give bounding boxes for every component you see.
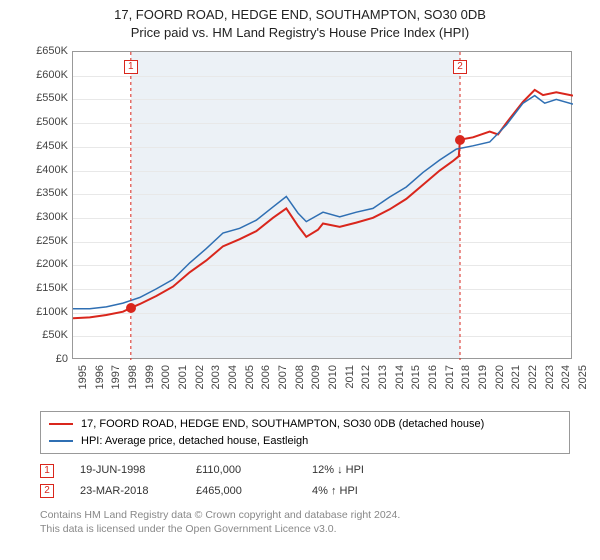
title-line-2: Price paid vs. HM Land Registry's House … <box>10 24 590 42</box>
x-axis-label: 2016 <box>427 365 439 389</box>
grid-line <box>73 218 571 219</box>
chart-plot: 12 <box>72 51 572 359</box>
attribution-line-2: This data is licensed under the Open Gov… <box>40 522 570 536</box>
x-axis-label: 2023 <box>544 365 556 389</box>
grid-line <box>73 147 571 148</box>
legend-item: 17, FOORD ROAD, HEDGE END, SOUTHAMPTON, … <box>49 416 561 433</box>
attribution-text: Contains HM Land Registry data © Crown c… <box>40 508 570 536</box>
grid-line <box>73 194 571 195</box>
x-axis-label: 2025 <box>577 365 589 389</box>
x-axis-label: 2014 <box>394 365 406 389</box>
legend-item: HPI: Average price, detached house, East… <box>49 433 561 450</box>
event-table: 1 19-JUN-1998 £110,000 12% ↓ HPI 2 23-MAR-201… <box>40 460 570 502</box>
x-axis-label: 2008 <box>294 365 306 389</box>
event-badge: 1 <box>40 464 54 478</box>
y-axis-label: £100K <box>36 306 68 318</box>
x-axis-label: 2013 <box>377 365 389 389</box>
x-axis-label: 2001 <box>177 365 189 389</box>
grid-line <box>73 76 571 77</box>
x-axis-label: 1998 <box>127 365 139 389</box>
event-row: 1 19-JUN-1998 £110,000 12% ↓ HPI <box>40 460 570 481</box>
legend-swatch <box>49 423 73 425</box>
x-axis-label: 2018 <box>460 365 472 389</box>
grid-line <box>73 265 571 266</box>
event-price: £465,000 <box>196 481 286 502</box>
event-marker-point <box>126 303 136 313</box>
x-axis-label: 1997 <box>110 365 122 389</box>
x-axis-label: 2005 <box>244 365 256 389</box>
x-axis-label: 1996 <box>94 365 106 389</box>
x-axis-label: 1999 <box>144 365 156 389</box>
x-axis-label: 2011 <box>344 365 356 389</box>
event-marker-point <box>455 135 465 145</box>
legend-label: 17, FOORD ROAD, HEDGE END, SOUTHAMPTON, … <box>81 416 484 433</box>
legend-label: HPI: Average price, detached house, East… <box>81 433 308 450</box>
event-date: 19-JUN-1998 <box>80 460 170 481</box>
event-row: 2 23-MAR-2018 £465,000 4% ↑ HPI <box>40 481 570 502</box>
y-axis-label: £500K <box>36 116 68 128</box>
grid-line <box>73 171 571 172</box>
event-marker-badge: 2 <box>453 60 467 74</box>
event-date: 23-MAR-2018 <box>80 481 170 502</box>
y-axis-label: £550K <box>36 92 68 104</box>
y-axis-label: £650K <box>36 45 68 57</box>
x-axis-label: 2019 <box>477 365 489 389</box>
y-axis-label: £200K <box>36 258 68 270</box>
x-axis-label: 2020 <box>494 365 506 389</box>
x-axis-label: 2015 <box>410 365 422 389</box>
x-axis-label: 1995 <box>77 365 89 389</box>
grid-line <box>73 289 571 290</box>
event-delta: 12% ↓ HPI <box>312 460 402 481</box>
event-delta: 4% ↑ HPI <box>312 481 402 502</box>
x-axis-label: 2000 <box>160 365 172 389</box>
y-axis-label: £50K <box>42 329 68 341</box>
event-badge: 2 <box>40 484 54 498</box>
chart-legend: 17, FOORD ROAD, HEDGE END, SOUTHAMPTON, … <box>40 411 570 454</box>
grid-line <box>73 242 571 243</box>
x-axis-label: 2021 <box>510 365 522 389</box>
x-axis-label: 2006 <box>260 365 272 389</box>
x-axis-label: 2007 <box>277 365 289 389</box>
y-axis-label: £300K <box>36 211 68 223</box>
grid-line <box>73 336 571 337</box>
x-axis-label: 2002 <box>194 365 206 389</box>
x-axis-label: 2010 <box>327 365 339 389</box>
x-axis-label: 2024 <box>560 365 572 389</box>
legend-swatch <box>49 440 73 442</box>
event-marker-badge: 1 <box>124 60 138 74</box>
title-line-1: 17, FOORD ROAD, HEDGE END, SOUTHAMPTON, … <box>10 6 590 24</box>
attribution-line-1: Contains HM Land Registry data © Crown c… <box>40 508 570 522</box>
chart-area: 12 £0£50K£100K£150K£200K£250K£300K£350K£… <box>20 45 580 405</box>
y-axis-label: £350K <box>36 187 68 199</box>
grid-line <box>73 313 571 314</box>
x-axis-label: 2004 <box>227 365 239 389</box>
y-axis-label: £600K <box>36 69 68 81</box>
x-axis-label: 2022 <box>527 365 539 389</box>
event-price: £110,000 <box>196 460 286 481</box>
y-axis-label: £250K <box>36 235 68 247</box>
chart-header: 17, FOORD ROAD, HEDGE END, SOUTHAMPTON, … <box>10 6 590 41</box>
grid-line <box>73 123 571 124</box>
x-axis-label: 2017 <box>444 365 456 389</box>
y-axis-label: £400K <box>36 164 68 176</box>
x-axis-label: 2012 <box>360 365 372 389</box>
y-axis-label: £150K <box>36 282 68 294</box>
y-axis-label: £0 <box>56 353 68 365</box>
grid-line <box>73 99 571 100</box>
x-axis-label: 2003 <box>210 365 222 389</box>
x-axis-label: 2009 <box>310 365 322 389</box>
y-axis-label: £450K <box>36 140 68 152</box>
